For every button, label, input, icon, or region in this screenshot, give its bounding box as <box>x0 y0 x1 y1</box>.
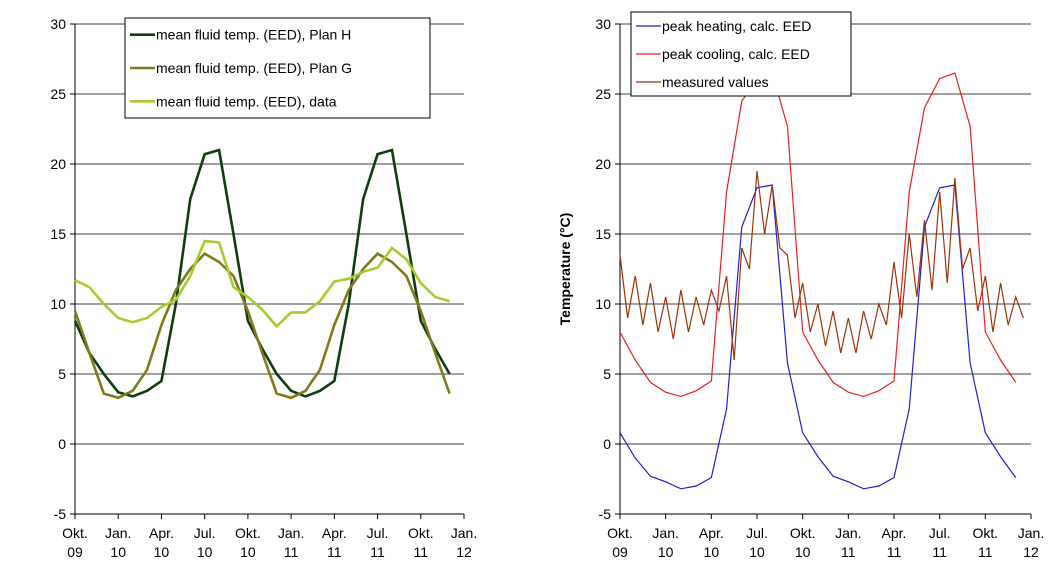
y-tick-label: 25 <box>595 86 611 102</box>
x-tick-label: Jan. <box>451 525 477 541</box>
x-tick-label: 11 <box>370 544 385 560</box>
legend-label: peak heating, calc. EED <box>662 18 811 34</box>
x-tick-label: 11 <box>932 544 947 560</box>
x-tick-label: Okt. <box>972 525 998 541</box>
y-tick-label: 0 <box>58 436 66 452</box>
x-tick-label: Jul. <box>367 525 389 541</box>
y-tick-label: 15 <box>50 226 66 242</box>
x-tick-label: 11 <box>841 544 856 560</box>
x-tick-label: 11 <box>284 544 299 560</box>
x-tick-label: 09 <box>612 544 628 560</box>
x-tick-label: Okt. <box>235 525 261 541</box>
x-tick-label: 11 <box>327 544 342 560</box>
legend-box <box>630 11 852 97</box>
y-tick-label: 10 <box>595 296 611 312</box>
x-tick-label: Okt. <box>790 525 816 541</box>
y-tick-label: 10 <box>50 296 66 312</box>
x-tick-label: Jan. <box>105 525 131 541</box>
x-tick-label: Apr. <box>322 525 347 541</box>
x-tick-label: 11 <box>414 544 429 560</box>
y-axis-label: Temperature (°C) <box>557 213 573 326</box>
x-tick-label: 10 <box>197 544 213 560</box>
x-tick-label: Okt. <box>408 525 434 541</box>
y-tick-label: 20 <box>595 156 611 172</box>
x-tick-label: 11 <box>978 544 993 560</box>
series-line <box>619 72 1017 398</box>
legend: peak heating, calc. EED peak cooling, cal… <box>630 11 852 97</box>
x-tick-label: 10 <box>749 544 765 560</box>
series-line <box>619 184 1017 490</box>
legend-label: mean fluid temp. (EED), Plan G <box>156 60 352 76</box>
x-tick-label: 10 <box>110 544 126 560</box>
y-tick-label: 20 <box>50 156 66 172</box>
x-tick-label: Okt. <box>607 525 633 541</box>
x-tick-label: Jan. <box>652 525 678 541</box>
y-tick-label: 5 <box>58 366 66 382</box>
legend-label: mean fluid temp. (EED), Plan H <box>156 27 351 43</box>
x-tick-label: Jan. <box>835 525 861 541</box>
y-tick-label: 5 <box>603 366 611 382</box>
x-tick-label: 10 <box>240 544 256 560</box>
x-tick-label: 10 <box>704 544 720 560</box>
x-tick-label: Jan. <box>278 525 304 541</box>
y-tick-label: 30 <box>50 16 66 32</box>
chart: -5 0 5 10 15 20 25 30 Okt. 09 Jan. 10 Apr. 10 Jul. 10 Ok… <box>50 16 477 560</box>
x-tick-label: Jul. <box>929 525 951 541</box>
legend: mean fluid temp. (EED), Plan H mean fluid… <box>124 17 431 119</box>
x-tick-label: Jul. <box>746 525 768 541</box>
x-tick-label: 12 <box>456 544 472 560</box>
x-tick-label: 09 <box>67 544 83 560</box>
x-tick-label: 10 <box>658 544 674 560</box>
series-line <box>74 239 450 329</box>
legend-label: peak cooling, calc. EED <box>662 46 810 62</box>
legend-label: mean fluid temp. (EED), data <box>156 93 337 109</box>
y-tick-label: -5 <box>599 506 612 522</box>
y-tick-label: -5 <box>54 506 67 522</box>
legend-box <box>124 17 431 119</box>
x-tick-label: Jan. <box>1018 525 1044 541</box>
x-tick-label: Apr. <box>699 525 724 541</box>
chart: -5 0 5 10 15 20 25 30 Okt. 09 Jan. 10 Apr. 10 Jul. 10 Ok… <box>557 11 1044 560</box>
y-tick-label: 15 <box>595 226 611 242</box>
x-tick-label: Apr. <box>149 525 174 541</box>
x-tick-label: 12 <box>1023 544 1039 560</box>
x-tick-label: 10 <box>795 544 811 560</box>
x-tick-label: 11 <box>887 544 902 560</box>
legend-label: measured values <box>662 74 769 90</box>
x-tick-label: Okt. <box>62 525 88 541</box>
x-tick-label: Jul. <box>194 525 216 541</box>
series-line <box>73 148 451 398</box>
series-line <box>619 170 1024 361</box>
series-line <box>73 251 451 400</box>
x-tick-label: Apr. <box>882 525 907 541</box>
y-tick-label: 30 <box>595 16 611 32</box>
y-tick-label: 25 <box>50 86 66 102</box>
x-tick-label: 10 <box>154 544 170 560</box>
y-tick-label: 0 <box>603 436 611 452</box>
